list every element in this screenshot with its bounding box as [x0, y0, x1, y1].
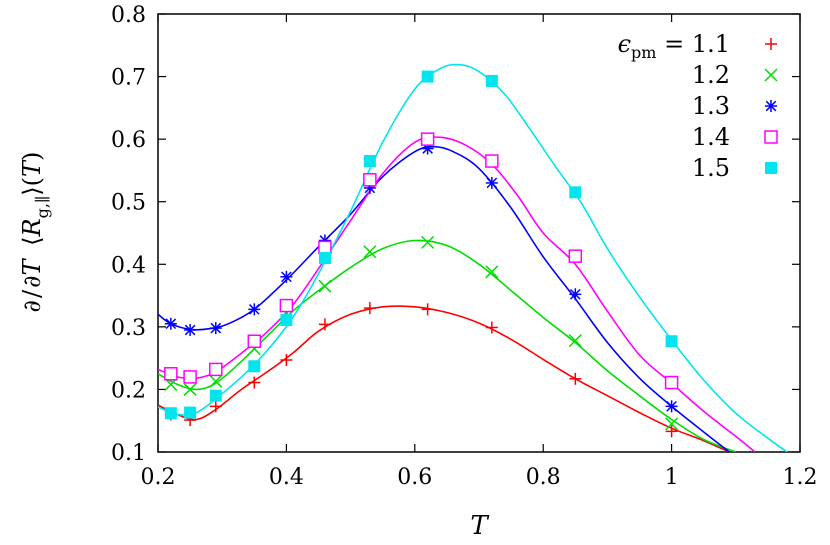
data-point [248, 303, 261, 316]
y-tick-label: 0.7 [111, 66, 146, 91]
data-point [248, 376, 261, 389]
data-point [665, 425, 678, 438]
series-curves [158, 63, 788, 452]
y-tick-label: 0.6 [111, 128, 146, 153]
legend-label: 1.3 [692, 92, 730, 120]
y-tick-label: 0.3 [111, 316, 146, 341]
legend: ϵpm = 1.11.2 1.3 1.4 1.5 [618, 30, 778, 182]
data-point [209, 362, 223, 377]
data-point [318, 318, 331, 331]
data-point [420, 132, 435, 146]
axis-ticks: 0.2 0.4 0.6 0.8 1 1.20.10.20.30.40.50.60.70.8 [111, 3, 818, 490]
y-tick-label: 0.8 [111, 3, 146, 28]
series-line-1.2 [158, 239, 737, 452]
data-point [569, 372, 582, 385]
x-tick-label: 1.2 [783, 465, 818, 490]
x-tick-label: 0.4 [269, 465, 304, 490]
x-tick-label: 0.8 [526, 465, 561, 490]
legend-marker [764, 68, 778, 82]
x-tick-label: 1 [665, 465, 679, 490]
data-point [279, 298, 294, 313]
legend-marker [765, 162, 777, 174]
series-line-1.4 [158, 136, 756, 452]
data-point [183, 382, 197, 396]
data-point [209, 389, 222, 402]
data-point [665, 417, 679, 431]
data-point [665, 400, 678, 413]
svg-text:∂/∂T ⟨Rg,∥⟩(T): ∂/∂T ⟨Rg,∥⟩(T) [18, 152, 52, 313]
x-tick-label: 0.6 [397, 465, 432, 490]
data-point [209, 374, 223, 388]
series-line-1.3 [158, 145, 730, 452]
y-axis-title: ∂/∂T ⟨Rg,∥⟩(T) [18, 152, 52, 313]
y-tick-label: 0.4 [111, 253, 146, 278]
data-point [318, 240, 332, 255]
legend-label: 1.4 [692, 123, 730, 151]
data-point [209, 400, 222, 413]
data-point [363, 155, 376, 168]
data-point [164, 317, 177, 330]
data-point [569, 288, 582, 301]
data-point [318, 252, 331, 265]
y-tick-label: 0.2 [111, 378, 146, 403]
data-point [421, 235, 435, 249]
y-tick-label: 0.5 [111, 191, 146, 216]
data-point [363, 173, 377, 187]
legend-label: 1.2 [692, 61, 730, 89]
data-point [164, 407, 177, 420]
data-point [184, 406, 197, 419]
series-markers [164, 70, 679, 438]
legend-marker [765, 100, 777, 112]
data-point [280, 270, 293, 283]
data-point [421, 303, 434, 316]
x-tick-label: 0.2 [141, 465, 176, 490]
data-point [568, 249, 583, 263]
data-point [363, 245, 377, 259]
data-point [485, 176, 498, 189]
data-point [280, 354, 293, 367]
data-point [248, 360, 261, 373]
legend-marker [765, 38, 777, 50]
data-point [569, 186, 582, 199]
legend-marker [764, 130, 778, 144]
series-line-1.1 [158, 305, 730, 452]
data-point [280, 313, 293, 326]
plot-frame [157, 13, 801, 453]
data-point [183, 370, 197, 384]
data-point [363, 302, 376, 315]
data-point [318, 279, 332, 293]
data-point [568, 334, 582, 348]
data-point [665, 335, 678, 348]
data-point [485, 265, 499, 279]
legend-label: ϵpm = 1.1 [618, 30, 730, 62]
data-point [664, 375, 679, 390]
data-point [485, 74, 498, 87]
data-point [209, 322, 222, 335]
x-axis-title: T [470, 511, 489, 541]
data-point [247, 334, 262, 348]
legend-label: 1.5 [692, 154, 730, 182]
data-point [421, 70, 434, 83]
data-point [164, 367, 178, 381]
data-point [485, 154, 499, 168]
data-point [485, 321, 498, 334]
y-tick-label: 0.1 [111, 441, 146, 466]
data-point [184, 323, 197, 336]
